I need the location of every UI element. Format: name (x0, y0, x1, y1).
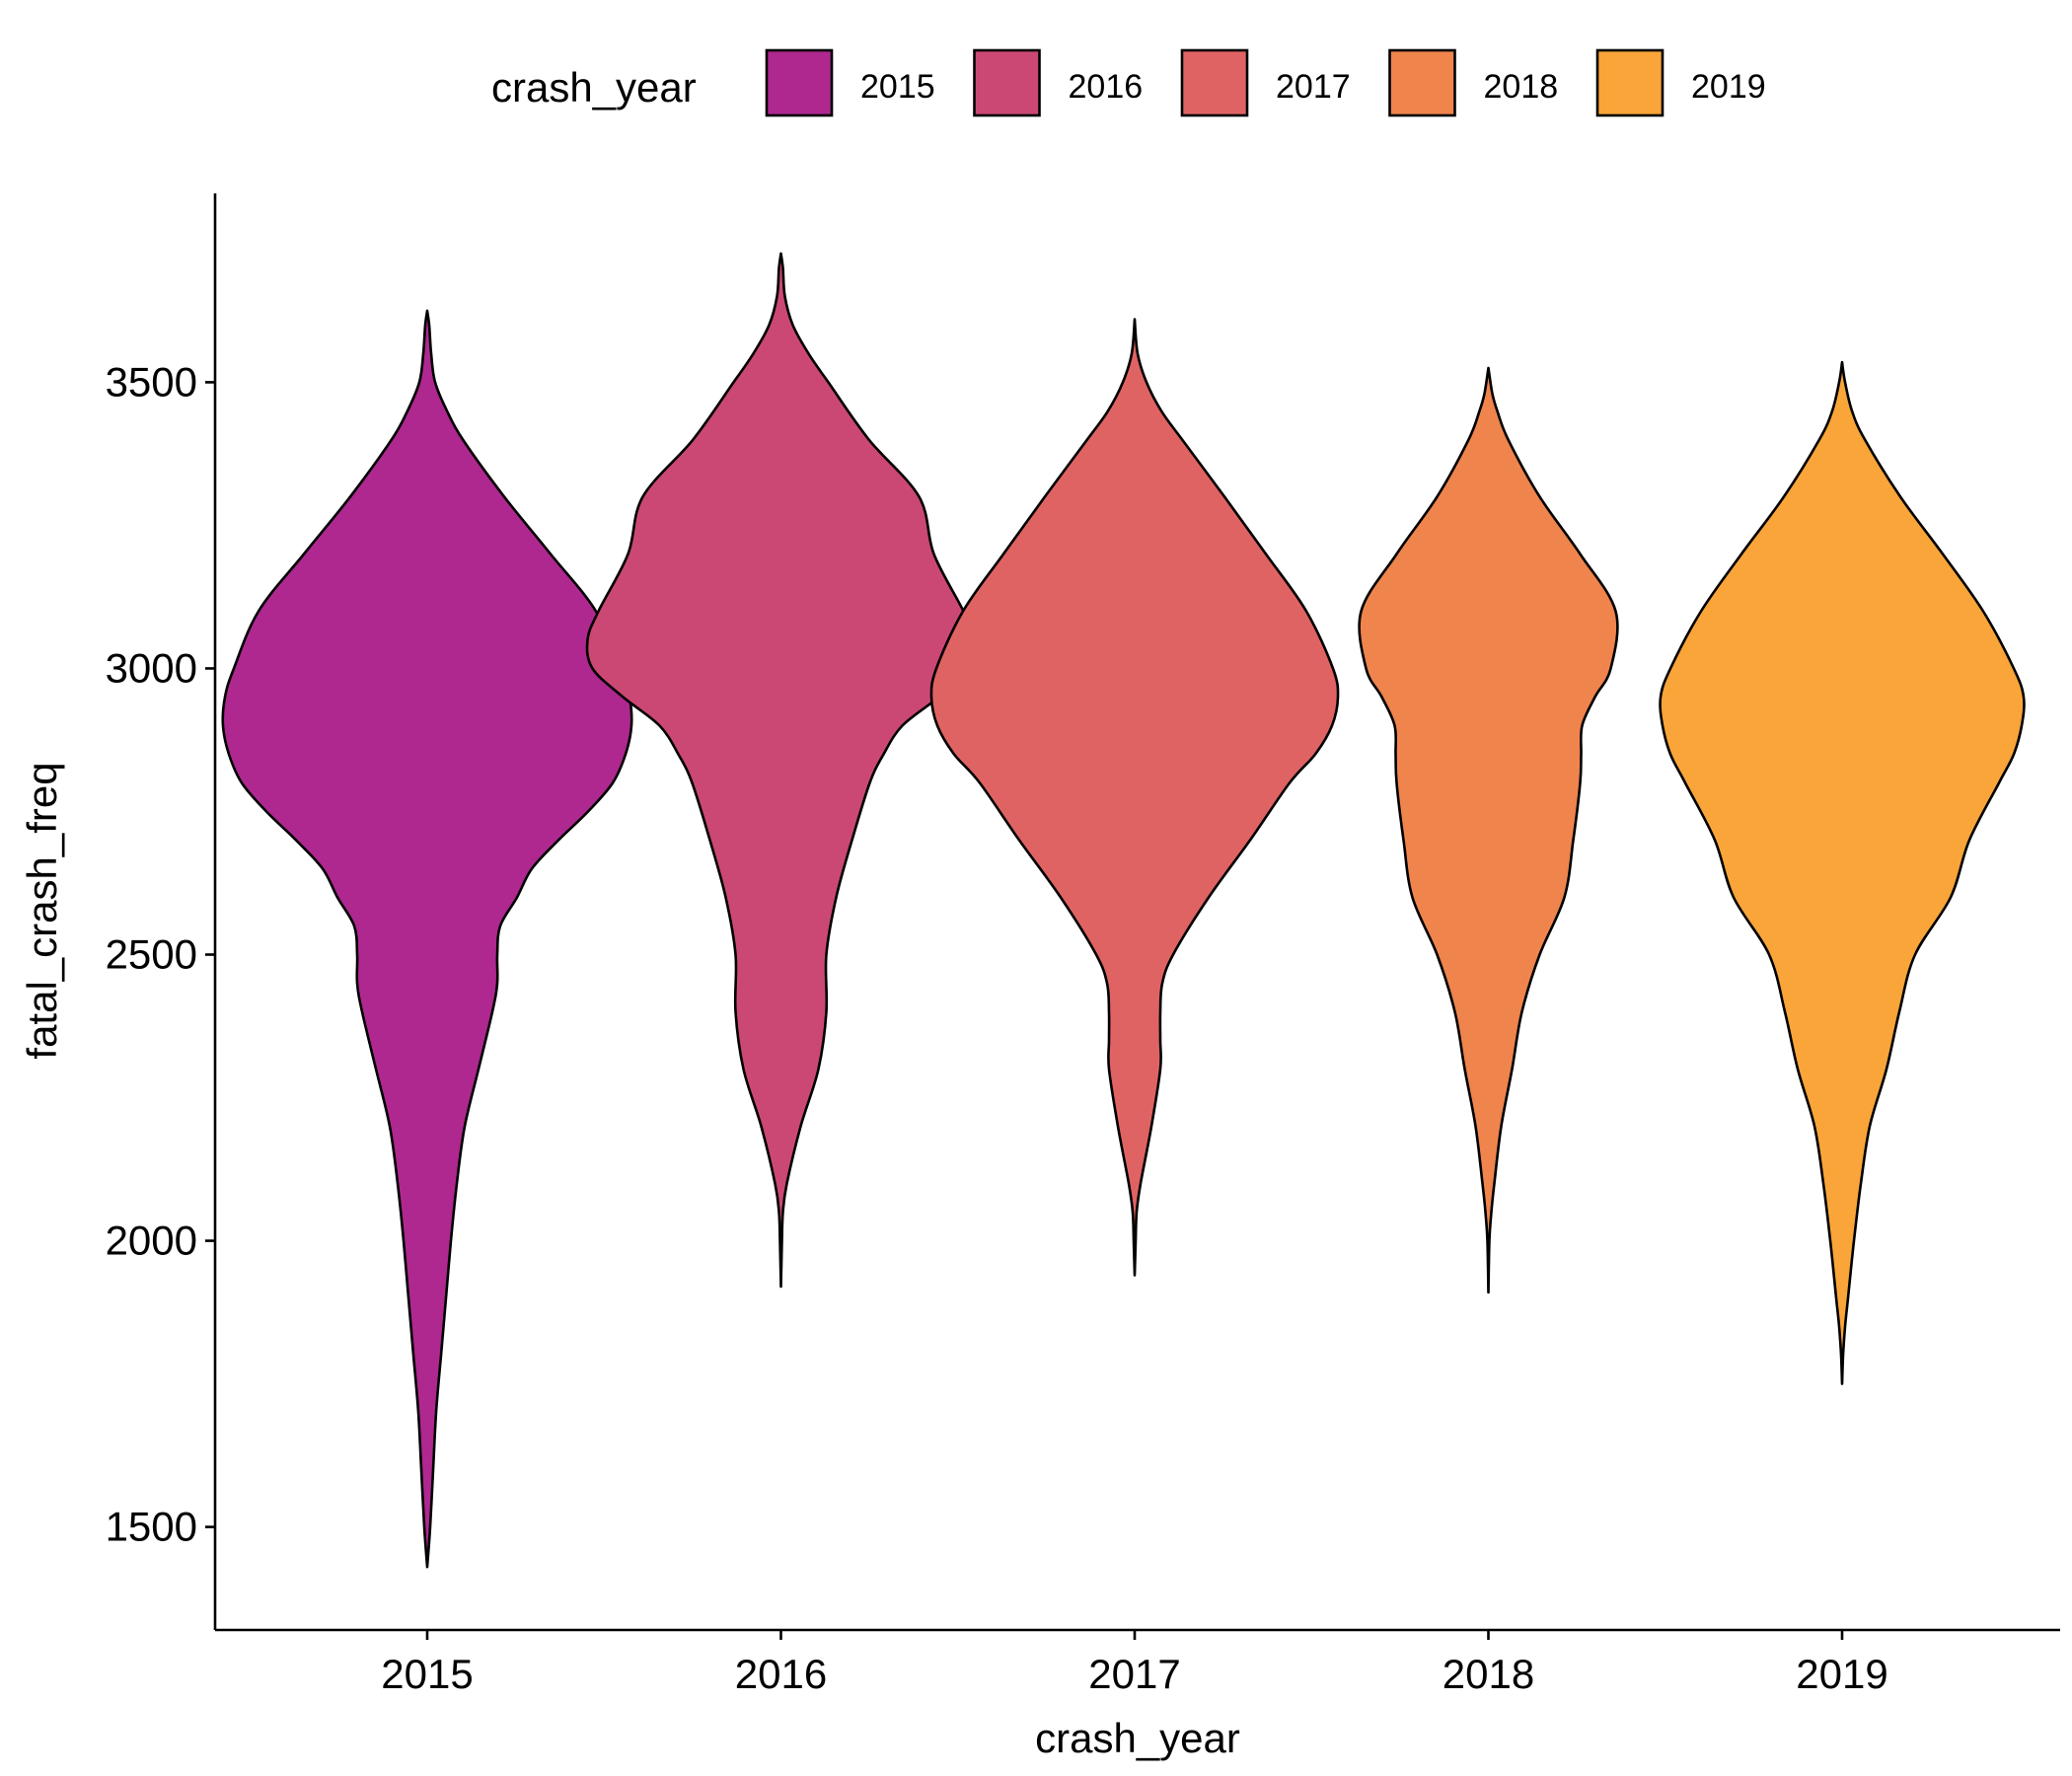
legend: crash_year 2015 2016 2017 2018 2019 (491, 48, 1766, 117)
y-tick-label: 3000 (106, 644, 197, 691)
x-axis-title: crash_year (1035, 1715, 1240, 1761)
y-tick-label: 2500 (106, 931, 197, 978)
violin-2018 (1358, 366, 1619, 1295)
x-tick-label: 2017 (1088, 1651, 1180, 1697)
violin-group (221, 252, 2026, 1569)
legend-label-2018: 2018 (1484, 68, 1559, 106)
y-tick-label: 1500 (106, 1504, 197, 1550)
axes: 1500 2000 2500 3000 3500 2015 2016 2017 2018 201… (19, 193, 2060, 1761)
violin-2015 (221, 309, 633, 1569)
violin-2019 (1659, 360, 2026, 1385)
legend-label-2016: 2016 (1069, 68, 1144, 106)
legend-label-2017: 2017 (1276, 68, 1351, 106)
legend-key-2016 (973, 48, 1041, 117)
y-tick-label: 3500 (106, 358, 197, 405)
legend-key-2018 (1388, 48, 1456, 117)
legend-label-2015: 2015 (860, 68, 935, 106)
legend-title: crash_year (491, 64, 697, 111)
y-tick-label: 2000 (106, 1218, 197, 1264)
violin-2017 (929, 318, 1340, 1277)
legend-key-2015 (765, 48, 834, 117)
legend-label-2019: 2019 (1691, 68, 1766, 106)
x-tick-label: 2015 (381, 1651, 473, 1697)
x-tick-label: 2019 (1796, 1651, 1887, 1697)
y-axis-title: fatal_crash_freq (19, 762, 65, 1059)
x-tick-label: 2016 (735, 1651, 827, 1697)
legend-key-2019 (1595, 48, 1665, 117)
legend-key-2017 (1180, 48, 1249, 117)
x-tick-label: 2018 (1443, 1651, 1534, 1697)
violin-2016 (585, 252, 977, 1289)
